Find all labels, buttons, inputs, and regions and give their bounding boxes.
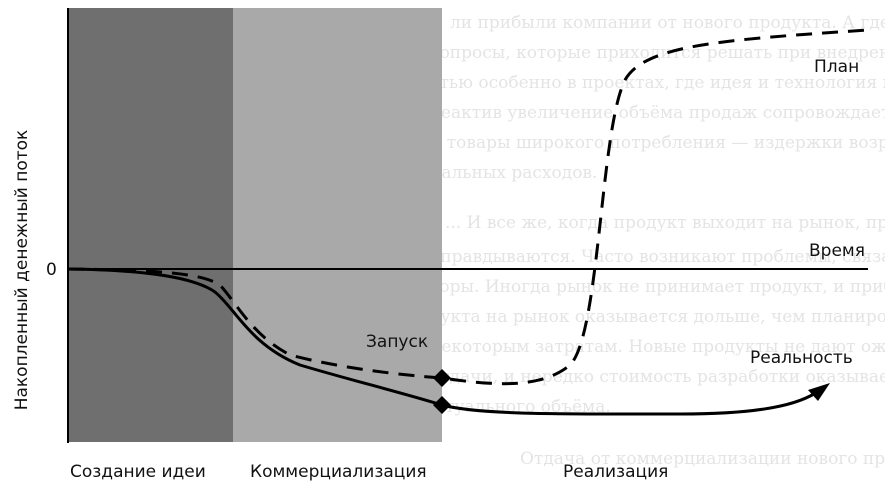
phase-idea-label: Создание идеи bbox=[70, 462, 206, 482]
y-axis-label: Накопленный денежный поток bbox=[12, 130, 32, 411]
time-label: Время bbox=[809, 241, 865, 261]
background-text-line: оправдываются. Часто возникают проблемы,… bbox=[430, 247, 885, 267]
background-text: ли прибыли компании от нового продукта. … bbox=[430, 13, 885, 469]
background-text-line: торы. Иногда рынок не принимает продукт,… bbox=[430, 277, 885, 297]
phase-commercialization-region bbox=[233, 8, 442, 442]
phase-realization-label: Реализация bbox=[563, 462, 668, 482]
reality-label: Реальность bbox=[750, 348, 853, 368]
phase-idea-region bbox=[68, 8, 233, 442]
reality-curve bbox=[67, 267, 821, 416]
launch-marker-plan bbox=[433, 369, 451, 387]
background-text-line: ... И все же, когда продукт выходит на р… bbox=[445, 213, 885, 233]
background-text-line: отдачи, и нередко стоимость разработки о… bbox=[430, 367, 885, 387]
reality-arrowhead bbox=[808, 383, 830, 401]
background-text-line: реактив увеличение объёма продаж сопрово… bbox=[430, 103, 885, 123]
launch-marker-reality bbox=[433, 396, 451, 414]
phase-commercialization-label: Коммерциализация bbox=[250, 462, 427, 482]
background-text-line: Отдача от коммерциализации нового продук… bbox=[520, 449, 885, 469]
zero-label: 0 bbox=[46, 260, 57, 280]
background-text-line: дукта на рынок оказывается дольше, чем п… bbox=[430, 307, 885, 327]
background-text-line: некоторым затратам. Новые продукты не да… bbox=[430, 337, 885, 357]
plan-label: План bbox=[814, 57, 859, 77]
launch-label: Запуск bbox=[366, 332, 428, 352]
background-text-line: стью особенно в проектах, где идея и тех… bbox=[430, 73, 885, 93]
background-text-line: и товары широкого потребления — издержки… bbox=[430, 133, 885, 153]
background-text-line: нальных расходов. bbox=[430, 163, 597, 183]
background-text-line: вопросы, которые приходится решать при в… bbox=[430, 43, 885, 63]
plan-curve bbox=[67, 28, 869, 386]
background-text-line: ли прибыли компании от нового продукта. … bbox=[450, 13, 885, 33]
